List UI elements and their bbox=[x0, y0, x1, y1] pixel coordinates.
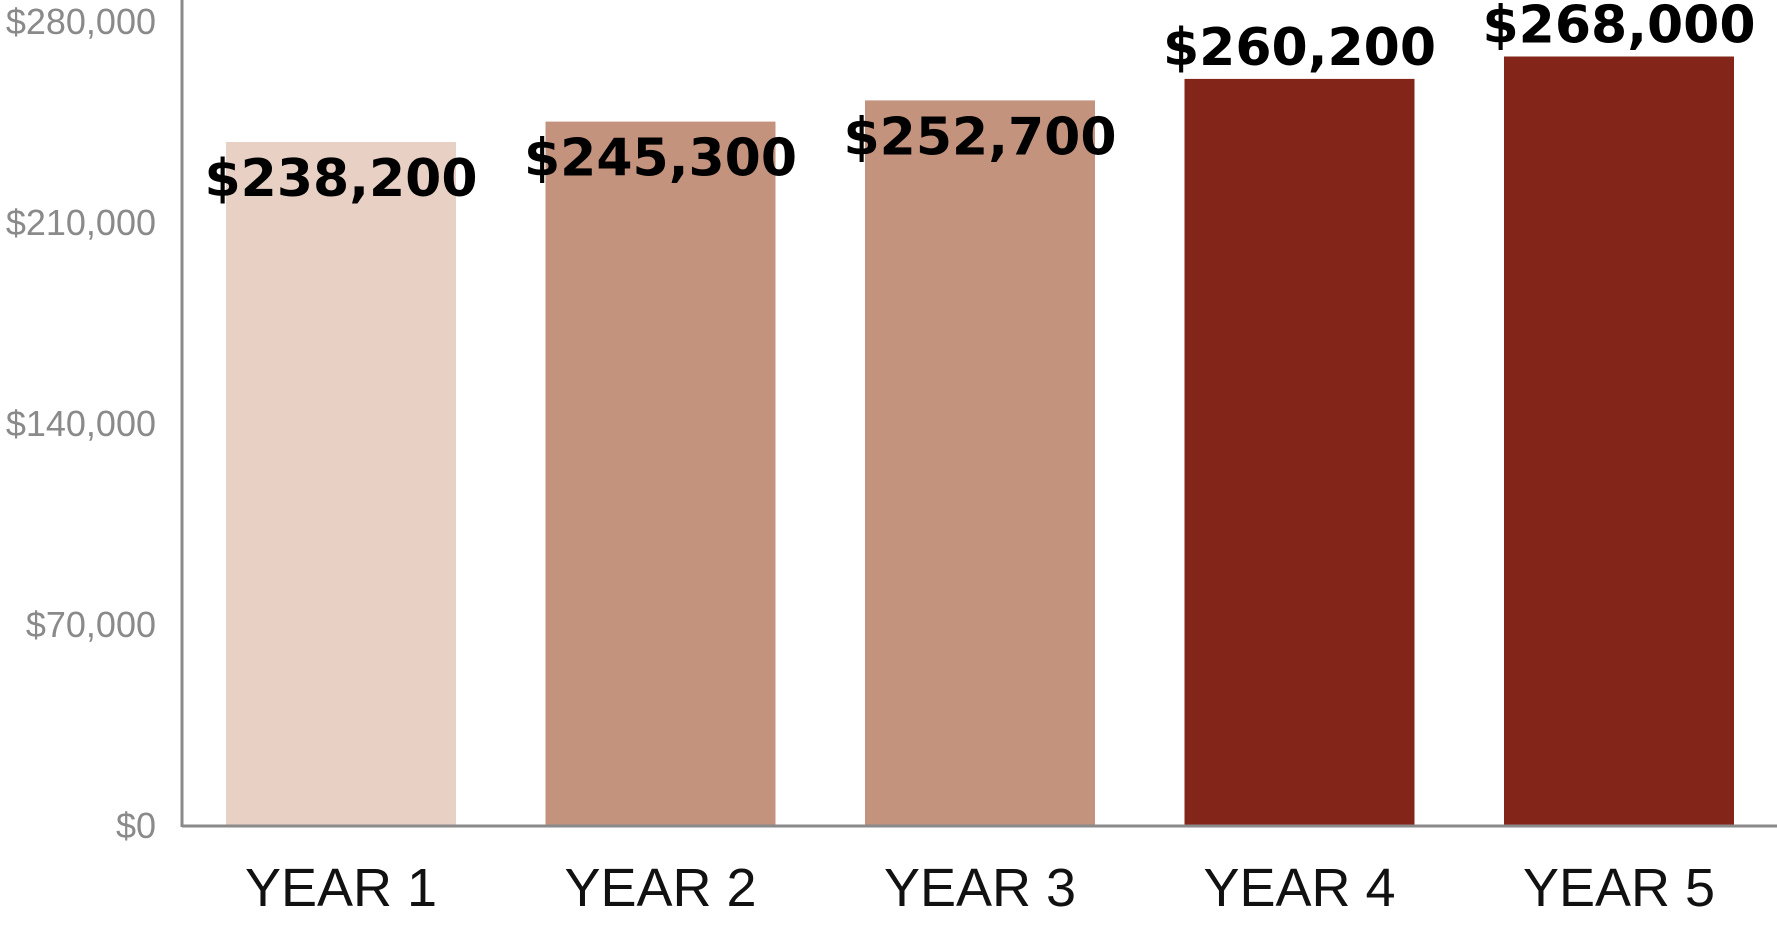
x-tick-label-3: YEAR 3 bbox=[884, 858, 1076, 918]
bar-3 bbox=[865, 100, 1095, 826]
bar-value-label-1: $238,200 bbox=[204, 149, 477, 209]
y-tick-labels-group: $0 $70,000 $140,000 $210,000 $280,000 bbox=[6, 1, 156, 846]
y-tick-label-1: $0 bbox=[116, 805, 156, 846]
bar-value-label-5: $268,000 bbox=[1482, 0, 1755, 56]
bar-labels-group: $238,200 $245,300 $252,700 $260,200 $268,000 bbox=[204, 0, 1755, 209]
x-tick-label-2: YEAR 2 bbox=[564, 858, 756, 918]
x-tick-label-5: YEAR 5 bbox=[1523, 858, 1715, 918]
y-tick-label-4: $210,000 bbox=[6, 202, 156, 243]
x-tick-labels-group: YEAR 1 YEAR 2 YEAR 3 YEAR 4 YEAR 5 bbox=[245, 858, 1715, 918]
bar-1 bbox=[226, 142, 456, 826]
bars-group bbox=[226, 56, 1734, 827]
bar-value-label-2: $245,300 bbox=[524, 129, 797, 189]
axes-group bbox=[180, 0, 1777, 828]
bar-2 bbox=[545, 121, 776, 827]
y-tick-label-5: $280,000 bbox=[6, 1, 156, 42]
y-tick-label-2: $70,000 bbox=[26, 604, 156, 645]
y-tick-label-3: $140,000 bbox=[6, 403, 156, 444]
bar-5 bbox=[1504, 56, 1734, 826]
bar-value-label-3: $252,700 bbox=[843, 107, 1116, 167]
bar-4 bbox=[1184, 78, 1415, 826]
x-tick-label-4: YEAR 4 bbox=[1203, 858, 1395, 918]
x-tick-label-1: YEAR 1 bbox=[245, 858, 437, 918]
bar-value-label-4: $260,200 bbox=[1163, 18, 1436, 78]
